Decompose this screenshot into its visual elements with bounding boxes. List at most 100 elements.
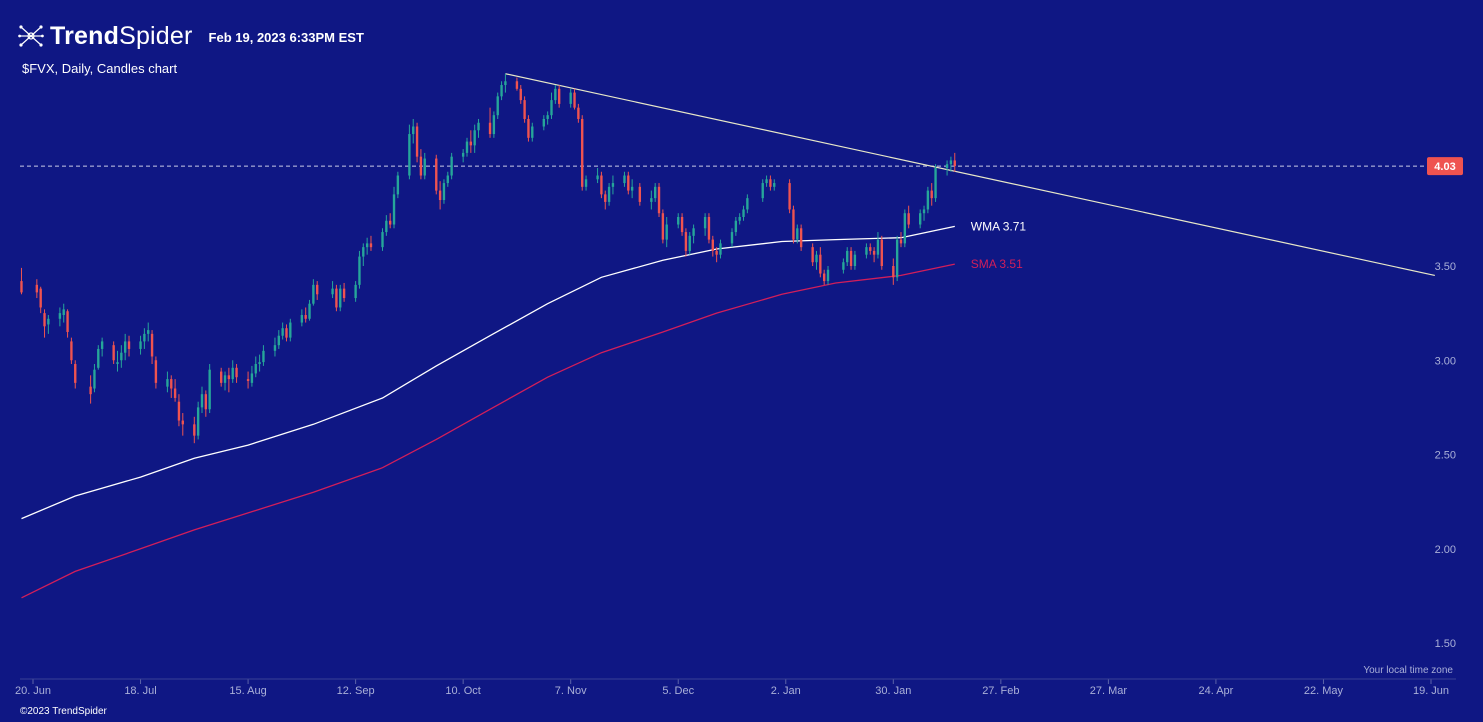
- candle-body: [899, 239, 903, 244]
- candle-body: [120, 352, 123, 361]
- candle-body: [815, 254, 818, 263]
- candle-body: [473, 130, 476, 146]
- candle-body: [488, 122, 492, 135]
- candle-body: [554, 88, 557, 101]
- candle-body: [204, 394, 208, 410]
- candle-body: [415, 126, 419, 157]
- candle-body: [684, 232, 688, 251]
- brand-name: TrendSpider: [50, 22, 193, 51]
- x-tick-label: 27. Feb: [982, 685, 1019, 697]
- candle-body: [819, 254, 822, 274]
- candle-body: [542, 118, 545, 127]
- candle-body: [208, 369, 211, 410]
- candle-body: [58, 313, 62, 319]
- candle-body: [765, 179, 768, 184]
- candle-body: [769, 179, 772, 187]
- candle-body: [600, 175, 603, 195]
- candle-body: [442, 183, 446, 201]
- candle-body: [677, 216, 680, 225]
- candle-body: [926, 190, 930, 210]
- candle-body: [638, 186, 642, 202]
- x-tick-label: 30. Jan: [875, 685, 911, 697]
- candle-body: [903, 213, 907, 244]
- candle-body: [738, 216, 741, 221]
- x-tick-label: 7. Nov: [555, 685, 587, 697]
- candle-body: [396, 175, 400, 195]
- candle-body: [661, 213, 665, 240]
- candle-body: [611, 183, 615, 187]
- candle-body: [97, 348, 100, 368]
- candle-body: [680, 216, 684, 233]
- candle-body: [519, 88, 522, 101]
- x-tick-label: 2. Jan: [771, 685, 801, 697]
- candle-body: [477, 122, 480, 131]
- candle-body: [273, 345, 277, 351]
- y-tick-label: 1.50: [1435, 638, 1456, 650]
- candle-body: [412, 126, 415, 135]
- candle-body: [584, 179, 588, 187]
- candle-body: [39, 288, 42, 308]
- candle-body: [531, 126, 534, 138]
- candle-body: [557, 88, 561, 104]
- candle-body: [339, 288, 342, 308]
- candle-body: [527, 118, 530, 138]
- candle-body: [945, 164, 949, 168]
- last-price-tag: 4.03: [1427, 157, 1463, 176]
- candle-body: [181, 420, 184, 425]
- candle-body: [715, 250, 718, 255]
- candle-body: [846, 250, 849, 263]
- candle-body: [254, 364, 257, 374]
- wma-line: [21, 225, 955, 520]
- candle-body: [223, 375, 227, 383]
- candle-body: [799, 228, 803, 248]
- candle-body: [385, 220, 388, 233]
- candle-body: [907, 213, 910, 225]
- candle-body: [811, 247, 814, 263]
- candle-body: [66, 311, 69, 332]
- candle-body: [358, 256, 361, 285]
- candle-body: [123, 341, 127, 353]
- candle-body: [150, 333, 154, 357]
- candle-body: [922, 209, 926, 214]
- candle-body: [496, 96, 499, 116]
- candle-body: [312, 284, 315, 304]
- candle-body: [342, 288, 346, 299]
- candle-body: [166, 379, 169, 387]
- candle-body: [461, 152, 465, 157]
- brand-bold: Trend: [50, 21, 120, 50]
- candle-body: [258, 362, 261, 365]
- candle-body: [627, 175, 630, 191]
- candle-body: [173, 388, 177, 398]
- candle-body: [949, 160, 953, 165]
- candle-body: [469, 141, 473, 146]
- candle-body: [930, 190, 933, 199]
- candle-body: [304, 315, 307, 319]
- candle-body: [289, 322, 292, 338]
- candle-body: [500, 85, 503, 97]
- header: TrendSpider Feb 19, 2023 6:33PM EST: [18, 20, 364, 52]
- candle-body: [300, 315, 304, 323]
- chart-timestamp: Feb 19, 2023 6:33PM EST: [208, 29, 364, 45]
- x-tick-label: 15. Aug: [229, 685, 266, 697]
- candle-body: [112, 345, 115, 361]
- candle-body: [154, 360, 158, 383]
- candle-body: [285, 328, 288, 338]
- candle-body: [47, 318, 50, 325]
- candle-body: [365, 243, 369, 248]
- candle-body: [262, 350, 265, 363]
- candle-body: [692, 228, 695, 236]
- candle-body: [246, 379, 250, 381]
- candle-body: [35, 284, 39, 293]
- candle-body: [607, 186, 611, 202]
- brand-regular: Spider: [119, 21, 193, 50]
- candle-body: [170, 379, 173, 389]
- candle-body: [880, 239, 883, 266]
- candle-body: [550, 100, 553, 116]
- chart-subtitle: $FVX, Daily, Candles chart: [22, 61, 178, 76]
- candle-body: [630, 186, 634, 191]
- candle-body: [746, 198, 749, 210]
- x-tick-label: 10. Oct: [445, 685, 480, 697]
- candle-body: [892, 266, 895, 278]
- candle-body: [227, 375, 231, 380]
